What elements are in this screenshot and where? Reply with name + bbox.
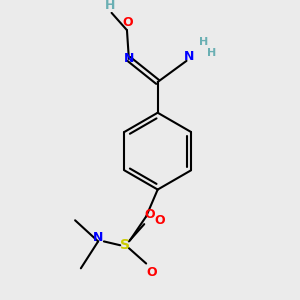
Text: H: H <box>199 37 208 47</box>
Text: N: N <box>93 231 103 244</box>
Text: H: H <box>207 48 216 58</box>
Text: O: O <box>145 208 155 221</box>
Text: N: N <box>184 50 195 63</box>
Text: H: H <box>104 0 115 12</box>
Text: O: O <box>147 266 157 279</box>
Text: O: O <box>123 16 133 29</box>
Text: S: S <box>120 238 130 252</box>
Text: O: O <box>154 214 165 227</box>
Text: N: N <box>124 52 134 65</box>
